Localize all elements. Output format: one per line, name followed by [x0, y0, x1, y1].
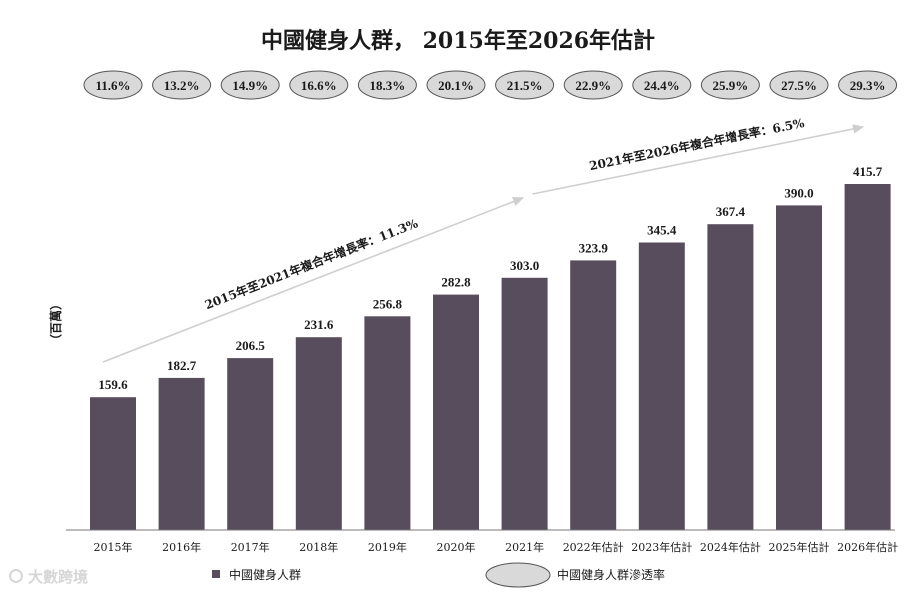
- penetration-rate-label: 25.9%: [713, 78, 749, 93]
- bar-2019年: [364, 316, 411, 530]
- bar-2018年: [295, 337, 342, 530]
- value-labels: 159.6 182.7 206.5 231.6 256.8 282.8 303.0 323.9…: [98, 164, 882, 392]
- penetration-rate-label: 27.5%: [781, 78, 817, 93]
- x-tick-label: 2023年估計: [631, 540, 692, 554]
- penetration-ellipse: [563, 70, 623, 100]
- x-tick-label: 2021年: [505, 540, 544, 554]
- penetration-rate-label: 18.3%: [370, 78, 406, 93]
- legend-bar-label: 中國健身人群: [229, 567, 301, 582]
- value-label: 256.8: [373, 296, 403, 311]
- penetration-rate-label: 21.5%: [507, 78, 543, 93]
- x-tick-label: 2015年: [94, 540, 133, 554]
- bar-2024年估計: [707, 224, 754, 530]
- bar-2016年: [158, 377, 205, 530]
- penetration-rate-label: 11.6%: [95, 78, 130, 93]
- penetration-rate-label: 13.2%: [164, 78, 200, 93]
- penetration-ellipse: [700, 70, 760, 100]
- x-tick-label: 2026年估計: [837, 540, 898, 554]
- bar-2017年: [227, 358, 274, 530]
- bar-2020年: [433, 294, 479, 530]
- value-label: 282.8: [441, 275, 471, 290]
- x-tick-label: 2022年估計: [563, 540, 624, 554]
- bar-2021年: [501, 277, 548, 530]
- watermark-text: 大數跨境: [28, 568, 88, 586]
- penetration-ellipse: [220, 70, 280, 100]
- cagr-arrow: [102, 197, 525, 363]
- penetration-ellipse: [838, 70, 898, 100]
- x-tick-label: 2019年: [368, 540, 407, 554]
- penetration-rate-label: 16.6%: [301, 78, 337, 93]
- cagr-arrow: [532, 124, 865, 195]
- value-label: 206.5: [236, 338, 266, 353]
- legend-ellipse-swatch: [485, 562, 551, 588]
- value-label: 231.6: [304, 317, 334, 332]
- bar-2025年估計: [776, 205, 822, 530]
- value-label: 159.6: [98, 377, 128, 392]
- bar-2022年估計: [570, 260, 617, 530]
- bar-2015年: [90, 397, 136, 530]
- x-tick-label: 2020年: [437, 540, 476, 554]
- penetration-rate-label: 14.9%: [232, 78, 268, 93]
- penetration-ellipse: [495, 70, 555, 100]
- x-tick-label: 2025年估計: [769, 540, 830, 554]
- x-tick-label: 2018年: [299, 540, 338, 554]
- x-tick-label: 2016年: [162, 540, 201, 554]
- value-label: 415.7: [853, 164, 883, 179]
- legend: 中國健身人群 中國健身人群滲透率: [212, 562, 665, 588]
- penetration-ellipse: [769, 70, 829, 100]
- value-label: 390.0: [784, 185, 813, 200]
- value-label: 323.9: [579, 240, 609, 255]
- value-label: 367.4: [716, 204, 746, 219]
- penetration-ellipse: [152, 70, 212, 100]
- legend-ellipse-label: 中國健身人群滲透率: [557, 567, 665, 582]
- x-axis-ticks: 2015年 2016年 2017年 2018年 2019年 2020年 2021年 2022年…: [94, 540, 899, 554]
- y-axis-label: （百萬）: [48, 298, 63, 346]
- bar-series: [90, 184, 891, 530]
- penetration-ellipse: [632, 70, 692, 100]
- penetration-ellipse: [289, 70, 349, 100]
- penetration-rate-label: 22.9%: [575, 78, 611, 93]
- penetration-ellipse: [357, 70, 417, 100]
- watermark-logo-icon: [9, 569, 23, 583]
- watermark: 大數跨境: [9, 568, 88, 586]
- x-tick-label: 2024年估計: [700, 540, 761, 554]
- penetration-ellipse: [426, 70, 486, 100]
- penetration-ellipse: [83, 70, 143, 100]
- chart-title: 中國健身人群， 2015年至2026年估計: [261, 28, 655, 54]
- penetration-rate-label: 20.1%: [438, 78, 474, 93]
- bar-2026年估計: [844, 184, 891, 530]
- cagr-label: 2021年至2026年複合年增長率：6.5%: [588, 115, 806, 173]
- value-label: 303.0: [510, 258, 539, 273]
- bar-2023年估計: [638, 242, 685, 530]
- legend-bar-swatch: [212, 570, 220, 578]
- value-label: 345.4: [647, 223, 677, 238]
- penetration-rate-label: 24.4%: [644, 78, 680, 93]
- x-tick-label: 2017年: [231, 540, 270, 554]
- penetration-rate-label: 29.3%: [850, 78, 886, 93]
- penetration-rate-row: 11.6% 13.2% 14.9% 16.6% 18.3% 20.1% 21.5% 22.9%…: [83, 70, 898, 100]
- value-label: 182.7: [167, 358, 197, 373]
